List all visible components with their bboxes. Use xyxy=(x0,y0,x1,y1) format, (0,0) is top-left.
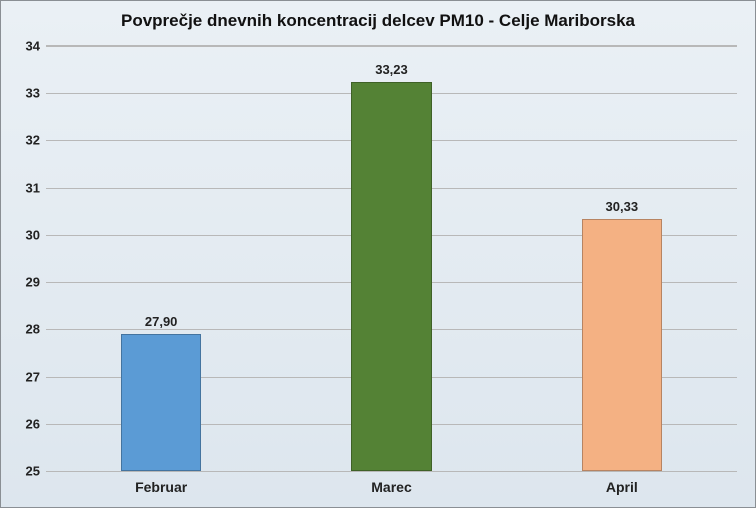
chart-container: Povprečje dnevnih koncentracij delcev PM… xyxy=(0,0,756,508)
gridline xyxy=(46,46,737,47)
bar-value-label: 30,33 xyxy=(606,199,639,214)
y-tick-label: 32 xyxy=(26,133,40,148)
x-tick-label: Februar xyxy=(135,479,187,495)
y-tick-label: 30 xyxy=(26,227,40,242)
chart-title: Povprečje dnevnih koncentracij delcev PM… xyxy=(1,11,755,31)
y-tick-label: 34 xyxy=(26,39,40,54)
y-tick-label: 29 xyxy=(26,275,40,290)
bar-value-label: 27,90 xyxy=(145,314,178,329)
y-tick-label: 26 xyxy=(26,416,40,431)
x-tick-label: April xyxy=(606,479,638,495)
y-tick-label: 31 xyxy=(26,180,40,195)
plot-area: 2526272829303132333427,90Februar33,23Mar… xyxy=(46,45,737,471)
bar: 30,33 xyxy=(582,219,663,471)
bar: 27,90 xyxy=(121,334,202,471)
bar: 33,23 xyxy=(351,82,432,471)
y-tick-label: 28 xyxy=(26,322,40,337)
y-tick-label: 33 xyxy=(26,86,40,101)
y-tick-label: 27 xyxy=(26,369,40,384)
bar-value-label: 33,23 xyxy=(375,62,408,77)
x-tick-label: Marec xyxy=(371,479,411,495)
gridline xyxy=(46,471,737,472)
y-tick-label: 25 xyxy=(26,464,40,479)
